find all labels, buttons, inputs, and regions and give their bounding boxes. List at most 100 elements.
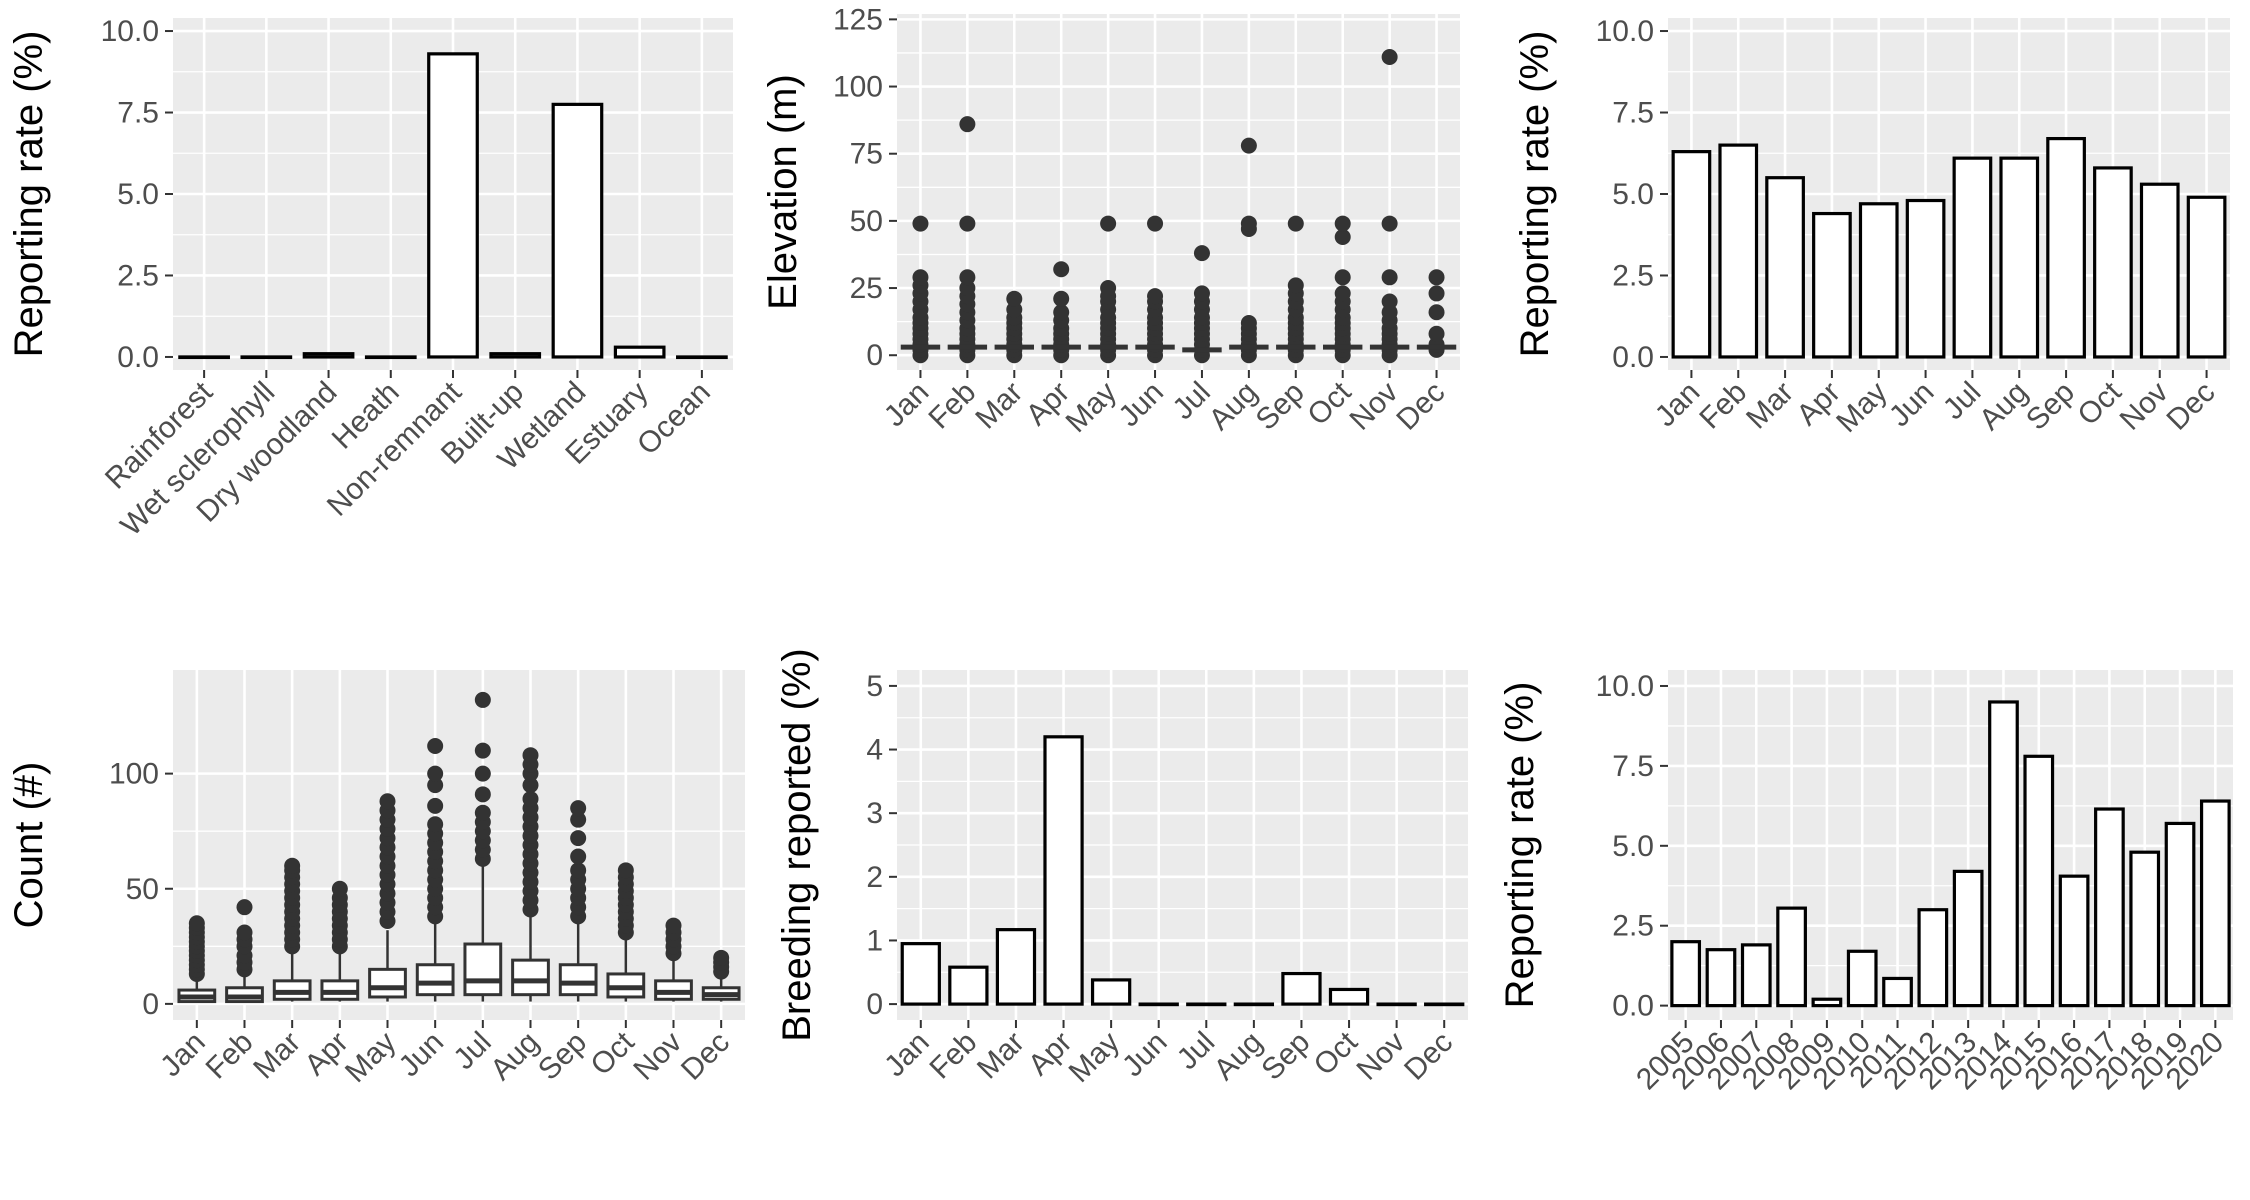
y-tick-label: 0.0 — [117, 341, 159, 374]
bar-2020 — [2199, 799, 2231, 1008]
outlier-apr — [331, 880, 348, 897]
box-jul — [463, 942, 503, 997]
data-point-nov — [1381, 48, 1398, 65]
y-tick-label: 1 — [866, 924, 883, 957]
x-tick-label: Feb — [923, 1026, 983, 1086]
box-sep — [558, 963, 598, 997]
outlier-aug — [522, 747, 539, 764]
data-point-sep — [1287, 277, 1304, 294]
data-point-apr — [1053, 290, 1070, 307]
x-tick-label: Feb — [1693, 376, 1753, 436]
chart-panel-6: 0.02.55.07.510.0200520062007200820092010… — [1498, 670, 2233, 1096]
y-axis-title: Reporting rate (%) — [7, 31, 51, 358]
chart-panel-4: 050100JanFebMarAprMayJunJulAugSepOctNovD… — [7, 670, 745, 1089]
data-point-jun — [1147, 215, 1164, 232]
bar-dec — [1424, 1002, 1465, 1007]
bar-aug — [1233, 1002, 1275, 1007]
bar-apr — [1812, 211, 1852, 359]
bar-oct — [1328, 987, 1370, 1006]
y-tick-label: 5 — [866, 670, 883, 703]
x-tick-label: May — [1063, 1026, 1126, 1089]
outlier-jul — [474, 765, 491, 782]
y-tick-label: 0.0 — [1612, 341, 1654, 374]
x-tick-label: Nov — [2114, 376, 2175, 437]
outlier-jun — [427, 737, 444, 754]
bar-2016 — [2058, 874, 2090, 1008]
bar-jun — [1905, 198, 1946, 359]
data-point-nov — [1381, 293, 1398, 310]
y-tick-label: 7.5 — [117, 97, 159, 130]
y-tick-label: 50 — [850, 205, 883, 238]
x-tick-label: Sep — [1250, 376, 1311, 437]
bar-built-up — [489, 352, 542, 359]
bar-2008 — [1776, 906, 1807, 1008]
box-jun — [415, 963, 455, 997]
x-tick-label: Sep — [532, 1026, 593, 1087]
bar-oct — [2093, 166, 2133, 359]
x-tick-label: Dec — [1398, 1026, 1459, 1087]
chart-panel-3: 0.02.55.07.510.0JanFebMarAprMayJunJulAug… — [1513, 15, 2230, 439]
outlier-jul — [474, 786, 491, 803]
bar-wetland — [551, 102, 604, 359]
data-point-oct — [1334, 285, 1351, 302]
x-tick-label: Dec — [1390, 376, 1451, 437]
bar-nov — [1376, 1002, 1417, 1007]
panel-background — [173, 670, 745, 1020]
bar-mar — [995, 928, 1037, 1006]
bar-mar — [1765, 176, 1805, 359]
bar-2006 — [1705, 948, 1737, 1008]
bar-jun — [1138, 1002, 1179, 1007]
y-tick-label: 10.0 — [1596, 15, 1654, 48]
bar-wet-sclerophyll — [240, 355, 293, 360]
bar-may — [1090, 978, 1132, 1006]
bar-dry-woodland — [302, 352, 355, 359]
outlier-feb — [236, 899, 253, 916]
outlier-jun — [427, 777, 444, 794]
data-point-apr — [1053, 304, 1070, 321]
bar-jan — [1671, 150, 1712, 359]
data-point-dec — [1428, 325, 1445, 342]
bar-may — [1858, 202, 1899, 359]
bar-non-remnant — [427, 52, 479, 359]
y-tick-label: 2.5 — [1612, 259, 1654, 292]
bar-ocean — [676, 355, 728, 360]
y-tick-label: 25 — [850, 272, 883, 305]
y-tick-label: 10.0 — [1596, 670, 1654, 703]
x-tick-label: Jun — [1112, 376, 1170, 434]
chart-panel-2: 0255075100125JanFebMarAprMayJunJulAugSep… — [761, 3, 1460, 439]
x-tick-label: Nov — [1344, 376, 1405, 437]
bar-2018 — [2129, 850, 2161, 1008]
y-axis-title: Reporting rate (%) — [1513, 31, 1557, 358]
data-point-jan — [912, 215, 929, 232]
y-tick-label: 5.0 — [1612, 830, 1654, 863]
y-tick-label: 125 — [833, 3, 883, 36]
bar-feb — [1718, 143, 1759, 359]
outlier-aug — [522, 790, 539, 807]
x-tick-label: Mar — [1740, 376, 1800, 436]
bar-2005 — [1670, 940, 1702, 1008]
box-may — [368, 967, 407, 999]
y-tick-label: 2 — [866, 861, 883, 894]
x-tick-label: Aug — [484, 1026, 545, 1087]
outlier-jun — [427, 816, 444, 833]
outlier-jul — [474, 804, 491, 821]
x-tick-label: Oct — [1301, 375, 1358, 432]
bar-rainforest — [178, 355, 230, 360]
data-point-apr — [1053, 261, 1070, 278]
panel-background — [897, 14, 1460, 370]
y-tick-label: 75 — [850, 138, 883, 171]
bar-nov — [2139, 182, 2180, 359]
outlier-mar — [284, 857, 301, 874]
data-point-dec — [1428, 285, 1445, 302]
x-tick-label: Aug — [1203, 376, 1264, 437]
y-axis-title: Reporting rate (%) — [1498, 682, 1542, 1009]
outlier-jun — [427, 765, 444, 782]
bar-jul — [1186, 1002, 1227, 1007]
data-point-may — [1100, 280, 1117, 297]
y-tick-label: 3 — [866, 797, 883, 830]
y-axis-title: Breeding reported (%) — [775, 648, 819, 1042]
x-tick-label: Aug — [1208, 1026, 1269, 1087]
bar-dec — [2186, 195, 2227, 359]
outlier-may — [379, 793, 396, 810]
